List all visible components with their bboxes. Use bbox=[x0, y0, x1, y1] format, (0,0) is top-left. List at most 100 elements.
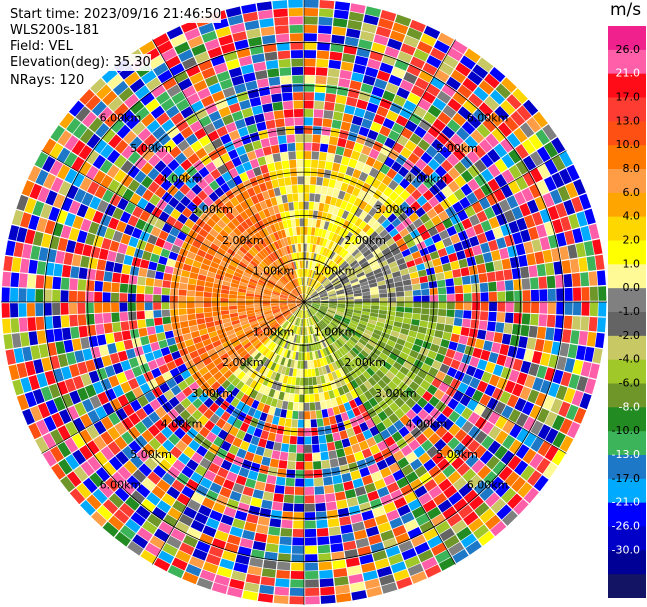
range-gate bbox=[304, 210, 309, 218]
range-gate bbox=[252, 339, 261, 347]
range-gate bbox=[88, 221, 100, 235]
range-gate bbox=[284, 312, 292, 319]
range-gate bbox=[136, 354, 147, 366]
range-gate bbox=[102, 90, 118, 106]
range-gate bbox=[440, 339, 450, 348]
range-gate bbox=[400, 445, 413, 457]
range-gate bbox=[316, 50, 330, 60]
range-gate bbox=[300, 318, 303, 327]
range-gate bbox=[273, 287, 282, 292]
range-gate bbox=[148, 411, 161, 424]
range-gate bbox=[304, 83, 315, 92]
range-gate bbox=[249, 158, 260, 169]
range-gate bbox=[152, 126, 166, 140]
range-gate bbox=[373, 34, 389, 46]
range-gate bbox=[296, 343, 300, 352]
range-gate bbox=[197, 323, 207, 331]
range-gate bbox=[208, 546, 224, 558]
range-gate bbox=[79, 429, 93, 444]
range-gate bbox=[13, 242, 24, 258]
range-gate bbox=[262, 227, 270, 237]
range-gate bbox=[252, 541, 266, 551]
range-gate bbox=[359, 320, 368, 326]
range-gate bbox=[353, 289, 362, 294]
range-gate bbox=[319, 276, 326, 284]
range-gate bbox=[467, 412, 480, 425]
range-gate bbox=[308, 288, 315, 296]
range-gate bbox=[254, 299, 262, 302]
range-gate bbox=[123, 255, 134, 266]
range-gate bbox=[60, 303, 69, 315]
range-gate bbox=[366, 355, 376, 364]
range-gate bbox=[53, 263, 63, 277]
range-gate bbox=[477, 329, 487, 340]
range-gate bbox=[578, 331, 588, 346]
range-gate bbox=[395, 371, 406, 381]
range-gate bbox=[127, 541, 144, 556]
range-gate bbox=[314, 253, 320, 262]
range-gate bbox=[444, 324, 453, 333]
range-gate bbox=[394, 281, 404, 288]
range-gate bbox=[249, 379, 258, 389]
range-gate bbox=[189, 72, 204, 85]
range-gate bbox=[190, 100, 204, 113]
range-gate bbox=[355, 268, 364, 275]
range-gate bbox=[181, 20, 198, 33]
range-gate bbox=[395, 286, 404, 292]
range-gate bbox=[215, 175, 226, 187]
range-gate bbox=[263, 291, 272, 295]
range-gate bbox=[294, 317, 298, 325]
range-gate bbox=[348, 360, 357, 370]
range-gate bbox=[154, 317, 163, 326]
range-gate bbox=[260, 94, 272, 105]
range-gate bbox=[346, 382, 355, 392]
range-gate bbox=[579, 393, 592, 410]
range-gate bbox=[180, 126, 194, 139]
range-gate bbox=[264, 551, 278, 561]
range-gate bbox=[514, 397, 527, 412]
range-gate bbox=[472, 64, 489, 79]
range-gate bbox=[376, 70, 391, 82]
range-gate bbox=[50, 429, 64, 445]
range-gate bbox=[359, 502, 372, 513]
range-gate bbox=[231, 256, 241, 265]
range-gate bbox=[420, 379, 431, 391]
range-gate bbox=[314, 350, 320, 359]
range-gate bbox=[327, 144, 337, 154]
range-gate bbox=[2, 318, 11, 334]
range-gate bbox=[205, 161, 217, 173]
range-gate bbox=[368, 397, 378, 408]
range-gate bbox=[205, 276, 215, 283]
range-gate bbox=[345, 329, 353, 337]
range-gate bbox=[238, 314, 248, 320]
range-gate bbox=[384, 323, 393, 331]
range-gate bbox=[377, 280, 386, 286]
range-gate bbox=[240, 211, 249, 221]
range-gate bbox=[447, 437, 460, 450]
range-gate bbox=[337, 299, 346, 302]
range-gate bbox=[114, 531, 131, 547]
range-gate bbox=[197, 87, 211, 100]
range-gate bbox=[237, 126, 249, 137]
range-gate bbox=[464, 386, 476, 398]
range-gate bbox=[336, 293, 345, 297]
range-gate bbox=[335, 414, 343, 424]
range-gate bbox=[304, 302, 310, 309]
range-gate bbox=[322, 468, 332, 478]
range-gate bbox=[521, 313, 531, 325]
range-gate bbox=[89, 196, 102, 210]
range-gate bbox=[312, 444, 320, 453]
range-gate bbox=[350, 470, 361, 481]
range-gate bbox=[263, 448, 273, 458]
range-gate bbox=[155, 325, 164, 334]
range-gate bbox=[426, 445, 439, 458]
range-gate bbox=[422, 391, 433, 402]
range-gate bbox=[309, 308, 315, 315]
range-gate bbox=[72, 449, 87, 465]
range-gate bbox=[301, 252, 304, 260]
range-gate bbox=[406, 355, 416, 365]
range-gate bbox=[413, 302, 422, 308]
range-gate bbox=[197, 274, 207, 281]
range-gate bbox=[220, 352, 230, 361]
range-gate bbox=[202, 525, 217, 538]
